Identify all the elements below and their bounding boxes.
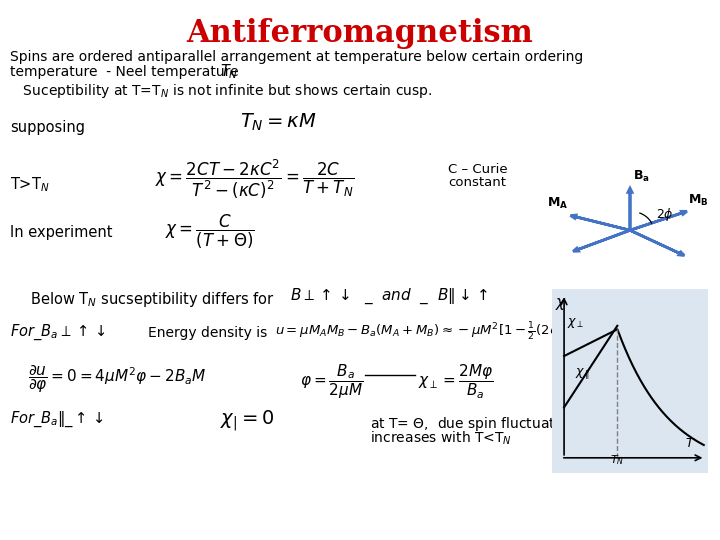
FancyArrow shape [570,215,630,230]
Text: T>T$_N$: T>T$_N$ [10,175,50,194]
FancyArrow shape [630,230,684,255]
Text: Spins are ordered antiparallel arrangement at temperature below certain ordering: Spins are ordered antiparallel arrangeme… [10,50,583,64]
Text: $For\_B_a\Vert\_\uparrow\downarrow$: $For\_B_a\Vert\_\uparrow\downarrow$ [10,410,104,429]
Text: $\chi_\perp = \dfrac{2M\varphi}{B_a}$: $\chi_\perp = \dfrac{2M\varphi}{B_a}$ [418,363,493,401]
Text: Below T$_N$ sucseptibility differs for: Below T$_N$ sucseptibility differs for [30,290,275,309]
Text: increases with T<T$_N$: increases with T<T$_N$ [370,430,512,448]
FancyArrow shape [573,230,630,251]
Text: $2\phi$: $2\phi$ [656,206,674,222]
Text: $\dfrac{\partial u}{\partial \varphi} = 0 = 4\mu M^2\varphi - 2B_a M$: $\dfrac{\partial u}{\partial \varphi} = … [28,363,207,395]
FancyArrow shape [630,211,687,230]
Text: $u = \mu M_A M_B - B_a(M_A + M_B) \approx -\mu M^2[1-\frac{1}{2}(2\varphi)^2]-B_: $u = \mu M_A M_B - B_a(M_A + M_B) \appro… [275,321,636,343]
Text: $T_N = \kappa M$: $T_N = \kappa M$ [240,112,316,133]
Text: $T$: $T$ [685,437,696,450]
Text: $\chi_\perp$: $\chi_\perp$ [567,316,585,330]
Text: constant: constant [448,176,506,189]
Text: C – Curie: C – Curie [448,163,508,176]
Text: $\mathbf{M_A}$: $\mathbf{M_A}$ [546,196,568,211]
Text: at T= $\Theta$,  due spin fluctuations: at T= $\Theta$, due spin fluctuations [370,415,584,433]
Text: $T_N$: $T_N$ [611,453,625,467]
Text: $\chi = \dfrac{2CT - 2\kappa C^2}{T^2 - (\kappa C)^2} = \dfrac{2C}{T + T_N}$: $\chi = \dfrac{2CT - 2\kappa C^2}{T^2 - … [155,158,354,201]
FancyArrow shape [628,188,632,230]
Text: $\chi_\Vert$: $\chi_\Vert$ [578,413,593,430]
Text: supposing: supposing [10,120,85,135]
Text: $\chi = \dfrac{C}{(T + \Theta)}$: $\chi = \dfrac{C}{(T + \Theta)}$ [165,213,255,251]
Text: $T_N$: $T_N$ [220,62,238,80]
Text: $\chi_\parallel$: $\chi_\parallel$ [575,366,590,381]
Text: $\mathbf{M_B}$: $\mathbf{M_B}$ [688,193,708,208]
Text: In experiment: In experiment [10,225,112,240]
Text: $\mathbf{B_a}$: $\mathbf{B_a}$ [633,169,650,184]
Text: $For\_B_a\perp\uparrow\downarrow$: $For\_B_a\perp\uparrow\downarrow$ [10,323,105,342]
Text: Antiferromagnetism: Antiferromagnetism [186,18,534,49]
Text: $\varphi = \dfrac{B_a}{2\mu M}$: $\varphi = \dfrac{B_a}{2\mu M}$ [300,363,364,401]
Text: temperature  - Neel temperature: temperature - Neel temperature [10,65,238,79]
Text: $B\perp\uparrow\downarrow$  $\_$  $and$  $\_$  $B\Vert\downarrow\uparrow$: $B\perp\uparrow\downarrow$ $\_$ $and$ $\… [290,287,489,306]
Text: Suceptibility at T=T$_N$ is not infinite but shows certain cusp.: Suceptibility at T=T$_N$ is not infinite… [14,82,433,100]
Text: $\chi$: $\chi$ [554,296,567,312]
Text: $\chi_\vert = 0$: $\chi_\vert = 0$ [220,408,274,433]
Text: Energy density is: Energy density is [148,326,267,340]
